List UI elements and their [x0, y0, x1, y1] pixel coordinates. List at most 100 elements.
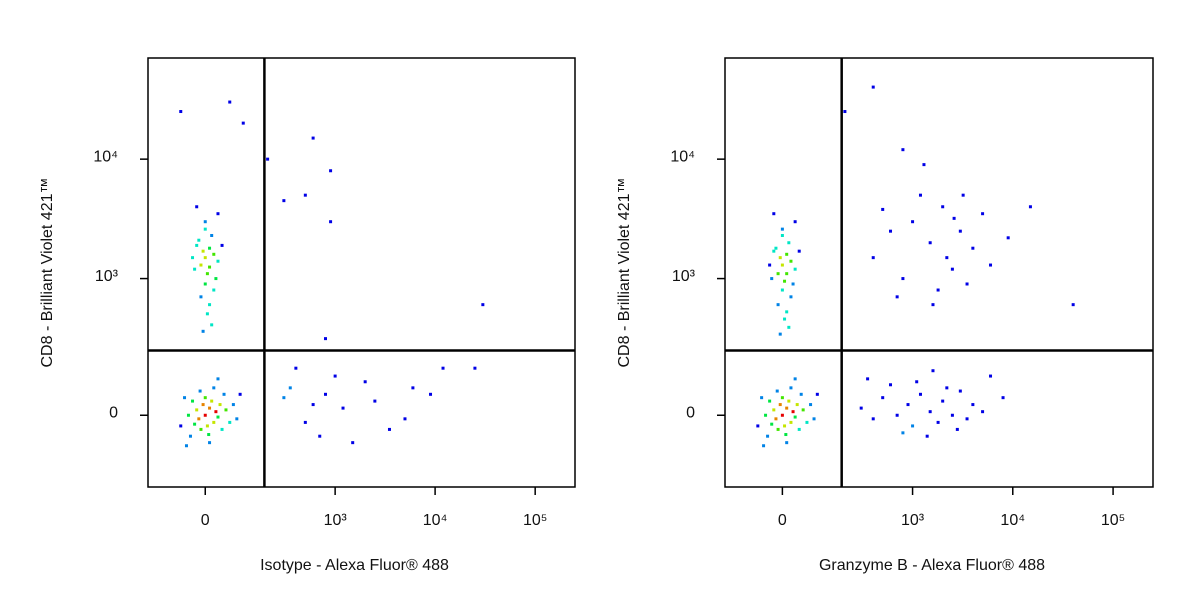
event-dot — [212, 252, 216, 256]
event-dot — [780, 396, 784, 400]
event-dot — [931, 369, 935, 373]
event-dot — [901, 148, 905, 152]
event-dot — [214, 277, 218, 281]
event-dot — [756, 424, 760, 428]
event-dot — [989, 374, 993, 378]
event-dot — [941, 399, 945, 403]
x-axis-title: Granzyme B - Alexa Fluor® 488 — [819, 557, 1045, 574]
event-dot — [179, 424, 183, 428]
event-dot — [303, 420, 307, 424]
event-dot — [843, 110, 847, 114]
event-dot — [785, 252, 789, 256]
event-dot — [791, 282, 795, 286]
event-dot — [203, 256, 207, 260]
event-dot — [906, 403, 910, 407]
event-dot — [981, 212, 985, 216]
event-dot — [785, 310, 789, 314]
event-dot — [768, 263, 772, 267]
event-dot — [199, 295, 203, 299]
event-dot — [859, 406, 863, 410]
event-dot — [766, 434, 770, 438]
event-dot — [333, 374, 337, 378]
event-dot — [784, 433, 788, 437]
event-dot — [809, 403, 813, 407]
event-dot — [952, 216, 956, 220]
y-tick-label: 0 — [109, 404, 118, 421]
event-dot — [871, 256, 875, 260]
event-dot — [294, 366, 298, 370]
y-tick-label: 0 — [686, 404, 695, 421]
event-dot — [772, 408, 776, 412]
event-dot — [901, 277, 905, 281]
event-dot — [915, 380, 919, 384]
event-dot — [971, 403, 975, 407]
event-dot — [783, 424, 787, 428]
event-dot — [363, 380, 367, 384]
event-dot — [216, 415, 220, 419]
event-dot — [341, 406, 345, 410]
event-dot — [441, 366, 445, 370]
event-dot — [197, 417, 201, 421]
x-tick-label: 10⁵ — [1101, 512, 1125, 529]
event-dot — [220, 427, 224, 431]
event-dot — [780, 263, 784, 267]
event-dot — [208, 441, 212, 445]
x-tick-label: 10³ — [901, 512, 925, 529]
event-dot — [241, 121, 245, 125]
event-dot — [778, 332, 782, 336]
event-dot — [351, 441, 355, 445]
event-dot — [210, 323, 214, 327]
event-dot — [188, 434, 192, 438]
event-dot — [778, 256, 782, 260]
event-dot — [791, 410, 795, 414]
y-tick-label: 10⁴ — [670, 148, 695, 165]
event-dot — [195, 205, 199, 209]
event-dot — [901, 431, 905, 435]
event-dot — [950, 267, 954, 271]
event-dot — [373, 399, 377, 403]
event-dot — [911, 424, 915, 428]
event-dot — [210, 233, 214, 237]
event-dot — [793, 220, 797, 224]
event-dot — [179, 110, 183, 114]
event-dot — [889, 383, 893, 387]
event-dot — [1071, 303, 1075, 307]
event-dot — [965, 282, 969, 286]
event-dot — [205, 272, 209, 276]
event-dot — [866, 377, 870, 381]
event-dot — [195, 408, 199, 412]
event-dot — [965, 417, 969, 421]
x-tick-label: 10⁴ — [1000, 512, 1025, 529]
event-dot — [780, 413, 784, 417]
event-dot — [789, 259, 793, 263]
event-dot — [795, 403, 799, 407]
event-dot — [881, 396, 885, 400]
event-dot — [895, 413, 899, 417]
event-dot — [789, 386, 793, 390]
event-dot — [981, 410, 985, 414]
event-dot — [778, 403, 782, 407]
event-dot — [282, 199, 286, 203]
event-dot — [228, 420, 232, 424]
event-dot — [780, 227, 784, 231]
event-dot — [473, 366, 477, 370]
event-dot — [770, 422, 774, 426]
event-dot — [208, 265, 212, 269]
event-dot — [950, 413, 954, 417]
event-dot — [311, 403, 315, 407]
event-dot — [199, 263, 203, 267]
event-dot — [958, 229, 962, 233]
event-dot — [191, 256, 195, 260]
event-dot — [776, 303, 780, 307]
event-dot — [210, 399, 214, 403]
event-dot — [403, 417, 407, 421]
event-dot — [785, 441, 789, 445]
event-dot — [918, 392, 922, 396]
event-dot — [1001, 396, 1005, 400]
event-dot — [772, 212, 776, 216]
event-dot — [812, 417, 816, 421]
event-dot — [789, 420, 793, 424]
event-dot — [783, 317, 787, 321]
event-dot — [760, 396, 764, 400]
event-dot — [183, 396, 187, 400]
